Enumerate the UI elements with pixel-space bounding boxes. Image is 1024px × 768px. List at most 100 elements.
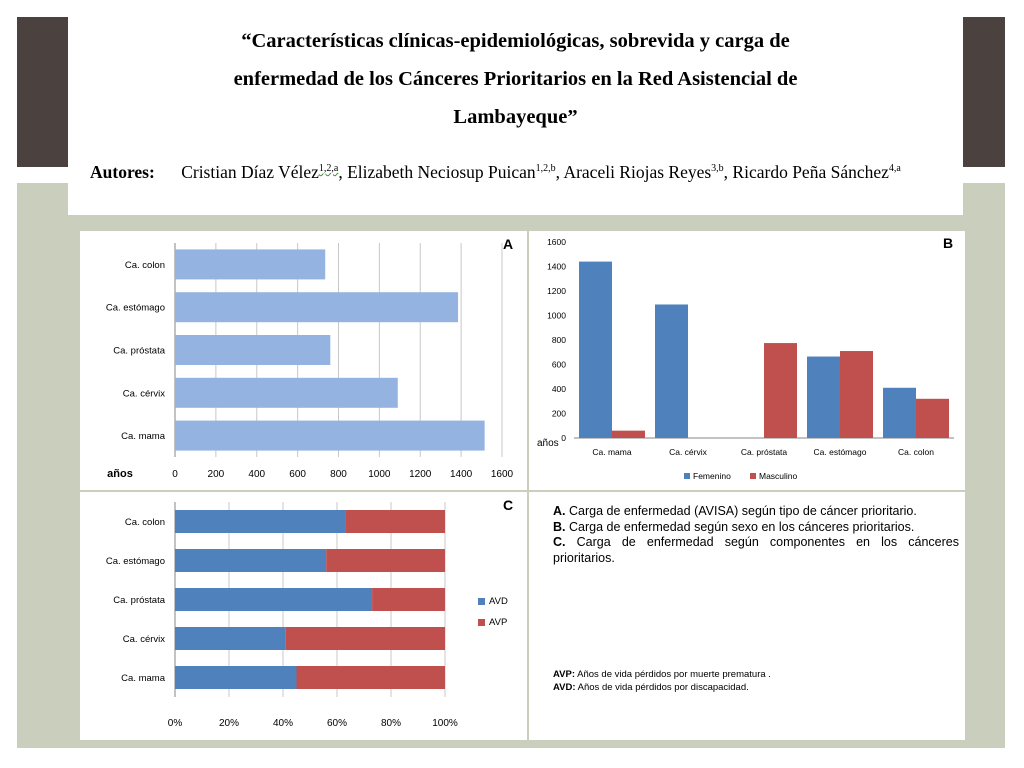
author-affiliation: 1,2,a: [318, 163, 339, 175]
bar: [883, 387, 916, 438]
tick-label: 1200: [409, 469, 432, 480]
caption-key: C.: [553, 535, 566, 549]
slide-title-line: Lambayeque”: [453, 106, 578, 128]
tick-label: 20%: [219, 718, 239, 729]
author-name: Ricardo Peña Sánchez: [732, 162, 889, 182]
caption-text: Carga de enfermedad (AVISA) según tipo d…: [568, 504, 917, 518]
author-name: Elizabeth Neciosup Puican: [347, 162, 536, 182]
bar: [175, 249, 326, 280]
tick-label: 60%: [327, 718, 347, 729]
legend-label: Masculino: [759, 471, 798, 481]
panel-label: A: [503, 236, 513, 252]
slide-title: “Características clínicas-epidemiológica…: [68, 22, 963, 136]
bar: [840, 351, 873, 438]
caption-item: C. Carga de enfermedad según componentes…: [553, 535, 959, 566]
category-label: Ca. estómago: [106, 556, 165, 567]
bar-segment: [285, 627, 445, 650]
author-name: Araceli Riojas Reyes: [563, 162, 712, 182]
slide-title-line: enfermedad de los Cánceres Prioritarios …: [233, 68, 798, 90]
bar-segment: [296, 666, 445, 689]
tick-label: 1600: [547, 237, 566, 247]
bar-segment: [175, 549, 327, 572]
bar: [655, 304, 688, 438]
tick-label: 1600: [491, 469, 514, 480]
abbreviation-item: AVP: Años de vida pérdidos por muerte pr…: [553, 668, 959, 681]
category-label: Ca. cérvix: [669, 447, 708, 457]
authors-block: Autores: Cristian Díaz Vélez1,2,a, Eliza…: [90, 162, 950, 183]
tick-label: 800: [552, 335, 566, 345]
tick-label: 80%: [381, 718, 401, 729]
bar: [916, 398, 949, 438]
chart-panel-b: 0 200 400 600 800 1000 1200 1400 1600 años Ca. mam…: [529, 231, 965, 490]
axis-label: años: [107, 468, 133, 480]
legend-label: AVD: [489, 596, 508, 607]
category-label: Ca. mama: [592, 447, 631, 457]
bar: [175, 335, 331, 365]
category-label: Ca. estómago: [106, 303, 165, 314]
slide-header: “Características clínicas-epidemiológica…: [68, 17, 963, 215]
chart-c-svg: 0% 20% 40% 60% 80% 100% Ca. colon Ca. estómago C…: [106, 497, 513, 729]
bar-segment: [175, 510, 346, 533]
author-separator: ,: [723, 162, 729, 182]
bar: [807, 356, 840, 438]
bar: [579, 261, 612, 438]
legend-label: AVP: [489, 617, 507, 628]
tick-label: 1400: [450, 469, 473, 480]
axis-label: años: [537, 438, 559, 449]
panel-label: C: [503, 497, 513, 513]
chart-a-svg: 0 200 400 600 800 1000 1200 1400 1600 años Ca. col…: [106, 236, 514, 480]
category-label: Ca. próstata: [741, 447, 788, 457]
figure-captions: A. Carga de enfermedad (AVISA) según tip…: [553, 504, 959, 566]
chart-panel-a: 0 200 400 600 800 1000 1200 1400 1600 años Ca. col…: [80, 231, 527, 490]
abbreviation-key: AVP:: [553, 669, 575, 680]
slide-title-line: “Características clínicas-epidemiológica…: [241, 30, 790, 52]
abbreviation-item: AVD: Años de vida pérdidos por discapaci…: [553, 681, 959, 694]
abbreviation-text: Años de vida pérdidos por muerte prematu…: [577, 669, 771, 680]
tick-label: 0: [172, 469, 178, 480]
abbreviations: AVP: Años de vida pérdidos por muerte pr…: [553, 668, 959, 694]
author-separator: ,: [555, 162, 561, 182]
tick-label: 1000: [368, 469, 391, 480]
author: Elizabeth Neciosup Puican1,2,b,: [347, 162, 560, 182]
bar: [175, 420, 485, 451]
legend-swatch: [478, 619, 485, 626]
bar: [175, 292, 459, 323]
caption-item: B. Carga de enfermedad según sexo en los…: [553, 520, 959, 536]
bar-segment: [372, 588, 445, 611]
author-separator: ,: [338, 162, 343, 182]
category-label: Ca. próstata: [113, 346, 165, 357]
tick-label: 600: [552, 360, 566, 370]
bar-segment: [175, 627, 286, 650]
category-label: Ca. colon: [125, 517, 165, 528]
category-label: Ca. cérvix: [123, 634, 165, 645]
bar: [612, 430, 645, 438]
author-affiliation: 1,2,b: [535, 163, 556, 175]
bar: [175, 377, 398, 408]
author-affiliation: 3,b: [711, 163, 724, 175]
abbreviation-text: Años de vida pérdidos por discapacidad.: [577, 682, 749, 693]
tick-label: 800: [330, 469, 347, 480]
notes-panel: A. Carga de enfermedad (AVISA) según tip…: [529, 492, 965, 740]
category-label: Ca. cérvix: [123, 388, 165, 399]
category-label: Ca. próstata: [113, 595, 165, 606]
legend-swatch: [750, 473, 756, 479]
caption-text: Carga de enfermedad según sexo en los cá…: [568, 519, 915, 534]
author-affiliation: 4,a: [888, 163, 901, 175]
category-label: Ca. estómago: [814, 447, 867, 457]
chart-panel-c: 0% 20% 40% 60% 80% 100% Ca. colon Ca. estómago C…: [80, 492, 527, 740]
tick-label: 1400: [547, 262, 566, 272]
category-label: Ca. colon: [125, 260, 165, 271]
legend-swatch: [478, 598, 485, 605]
category-label: Ca. colon: [898, 447, 934, 457]
bar-segment: [345, 510, 445, 533]
bar-segment: [175, 588, 373, 611]
tick-label: 200: [208, 469, 225, 480]
legend-label: Femenino: [693, 471, 731, 481]
abbreviation-key: AVD:: [553, 682, 576, 693]
tick-label: 100%: [432, 718, 458, 729]
tick-label: 200: [552, 409, 566, 419]
chart-b-svg: 0 200 400 600 800 1000 1200 1400 1600 años Ca. mam…: [537, 235, 954, 481]
tick-label: 0: [561, 433, 566, 443]
bar-segment: [326, 549, 445, 572]
category-label: Ca. mama: [121, 673, 166, 684]
